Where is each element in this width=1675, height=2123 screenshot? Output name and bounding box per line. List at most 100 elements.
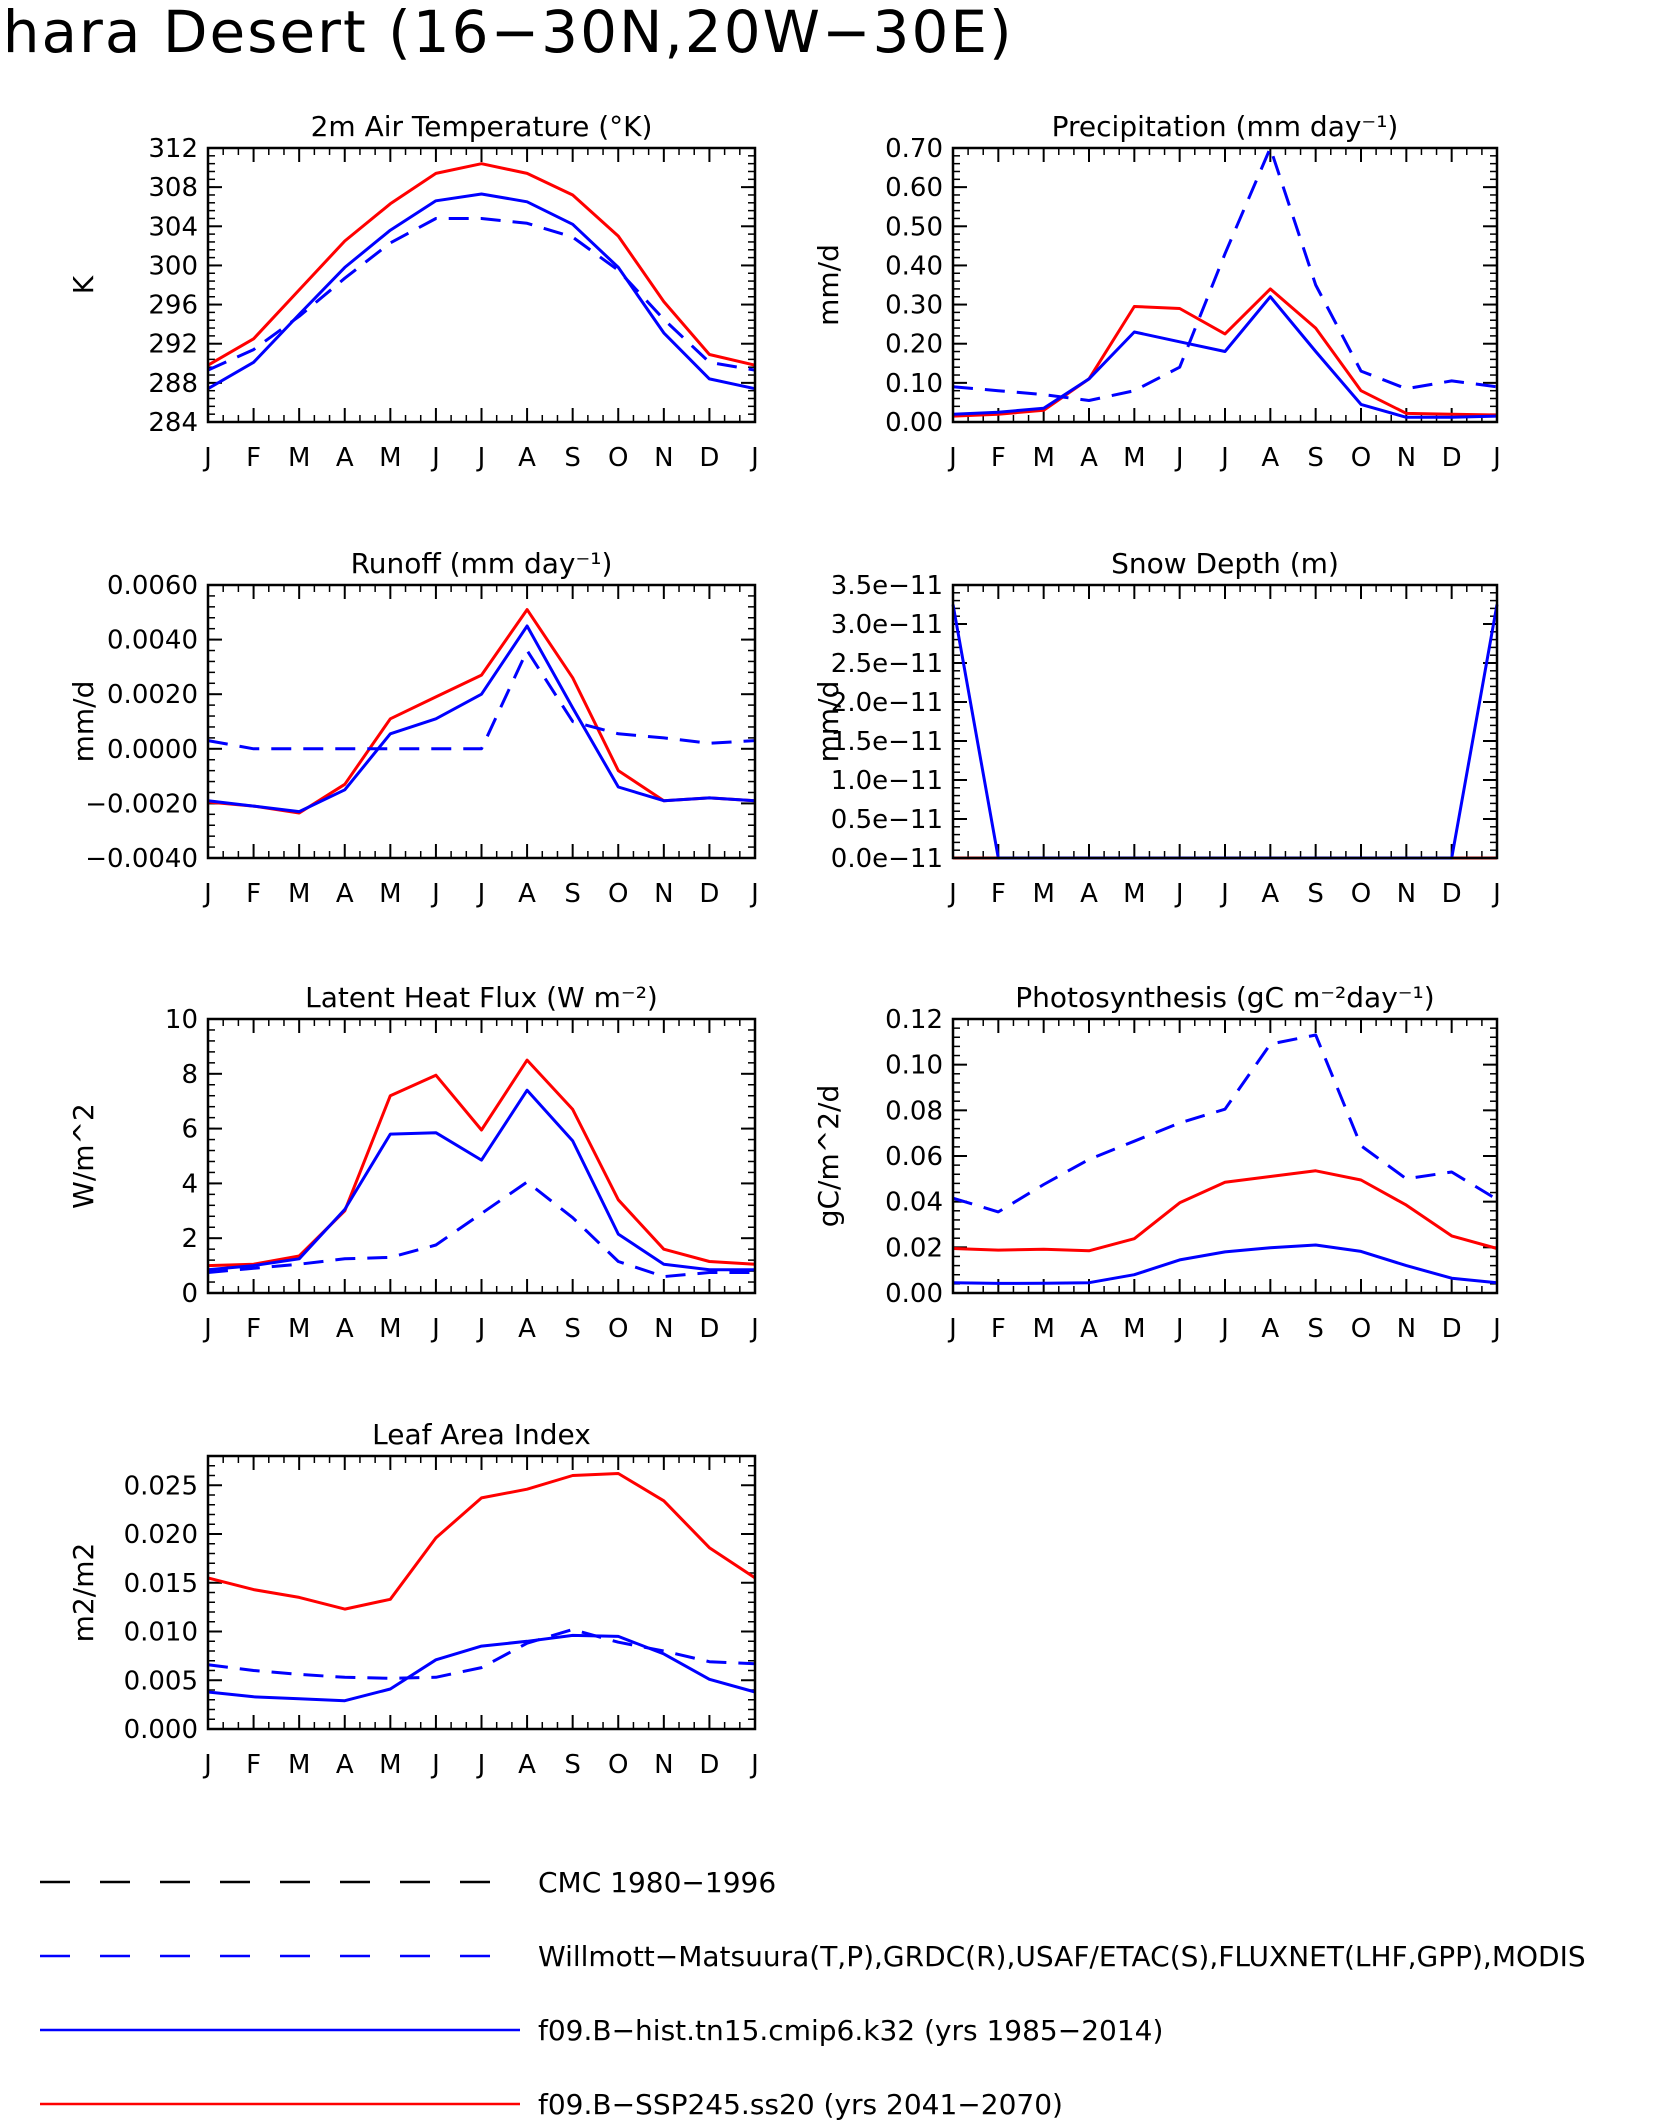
x-tick-label: S: [564, 1314, 581, 1344]
page-title: Sahara Desert (16−30N,20W−30E): [0, 0, 1014, 66]
y-tick-label: 0.0020: [107, 680, 198, 710]
x-tick-label: S: [1307, 1314, 1324, 1344]
x-tick-label: A: [518, 1314, 536, 1344]
y-tick-label: 288: [148, 369, 198, 399]
y-tick-label: 0.00: [885, 408, 943, 438]
panels: 2m Air Temperature (°K)K2842882922963003…: [67, 110, 1501, 1780]
legend-label-obs: Willmott−Matsuura(T,P),GRDC(R),USAF/ETAC…: [538, 1940, 1586, 1973]
x-tick-label: A: [336, 879, 354, 909]
x-tick-label: N: [654, 443, 673, 473]
series-line-hist: [207, 192, 756, 391]
y-tick-label: 0.010: [124, 1618, 198, 1648]
x-tick-label: S: [564, 1750, 581, 1780]
x-tick-label: F: [246, 879, 261, 909]
x-tick-label: J: [202, 443, 212, 473]
x-tick-label: D: [1442, 443, 1462, 473]
x-tick-label: J: [947, 443, 957, 473]
y-tick-label: 0.0000: [107, 735, 198, 765]
x-tick-label: M: [288, 1750, 310, 1780]
series-line-future: [207, 608, 756, 815]
y-axis-label: mm/d: [67, 681, 100, 763]
x-tick-label: M: [1123, 879, 1145, 909]
panel-title: Photosynthesis (gC m⁻²day⁻¹): [1015, 981, 1434, 1014]
x-tick-label: F: [246, 443, 261, 473]
x-tick-label: J: [202, 1314, 212, 1344]
y-tick-label: 0.60: [885, 173, 943, 203]
y-tick-label: 2: [181, 1224, 198, 1254]
x-tick-label: D: [699, 879, 719, 909]
x-tick-label: F: [991, 443, 1006, 473]
y-tick-label: 0.40: [885, 251, 943, 281]
x-tick-label: J: [1174, 443, 1184, 473]
x-tick-label: F: [991, 1314, 1006, 1344]
x-tick-label: A: [518, 443, 536, 473]
x-tick-label: N: [1397, 1314, 1416, 1344]
x-tick-label: J: [476, 443, 486, 473]
y-tick-label: 304: [148, 212, 198, 242]
x-tick-label: A: [1261, 443, 1279, 473]
x-tick-label: M: [1032, 879, 1054, 909]
x-tick-label: O: [1351, 879, 1371, 909]
y-tick-label: 8: [181, 1060, 198, 1090]
x-tick-label: M: [288, 879, 310, 909]
y-tick-label: 0.0040: [107, 626, 198, 656]
y-tick-label: 0.025: [124, 1471, 198, 1501]
x-tick-label: M: [288, 1314, 310, 1344]
plot-frame: [206, 146, 757, 424]
legend: CMC 1980−1996 Willmott−Matsuura(T,P),GRDC…: [40, 1866, 1586, 2121]
x-tick-label: J: [202, 1750, 212, 1780]
series-line-obs: [207, 1628, 756, 1680]
y-tick-label: 0.015: [124, 1569, 198, 1599]
x-tick-label: J: [1491, 1314, 1501, 1344]
y-tick-label: 0.10: [885, 369, 943, 399]
panel-title: Leaf Area Index: [372, 1418, 591, 1451]
y-tick-label: 0.20: [885, 330, 943, 360]
x-tick-label: M: [379, 1314, 401, 1344]
x-tick-label: D: [699, 443, 719, 473]
y-tick-label: 0: [181, 1279, 198, 1309]
y-tick-label: 0.005: [124, 1666, 198, 1696]
x-tick-label: J: [749, 1750, 759, 1780]
x-tick-label: O: [608, 443, 628, 473]
x-tick-label: J: [1219, 1314, 1229, 1344]
x-tick-label: O: [608, 1314, 628, 1344]
y-tick-label: 0.000: [124, 1715, 198, 1745]
plot-frame: [951, 1017, 1499, 1295]
x-tick-label: D: [699, 1314, 719, 1344]
x-tick-label: A: [1080, 1314, 1098, 1344]
y-axis-label: mm/d: [812, 681, 845, 763]
y-tick-label: 2.0e−11: [831, 688, 943, 718]
x-tick-label: A: [518, 1750, 536, 1780]
panel-title: Snow Depth (m): [1111, 547, 1339, 580]
y-tick-label: 3.0e−11: [831, 610, 943, 640]
y-tick-label: 0.12: [885, 1005, 943, 1035]
y-tick-label: 1.0e−11: [831, 766, 943, 796]
x-tick-label: J: [1219, 879, 1229, 909]
x-tick-label: N: [654, 879, 673, 909]
x-tick-label: N: [1397, 443, 1416, 473]
x-tick-label: D: [699, 1750, 719, 1780]
series-line-obs: [207, 217, 756, 372]
x-tick-label: A: [336, 1750, 354, 1780]
series-line-obs: [207, 1180, 755, 1279]
panel-snow-depth-m: Snow Depth (m) mm/d 0.0e−11 0.5e−11 1.0e−11 1…: [812, 547, 1501, 909]
series-line-hist: [207, 624, 756, 814]
y-axis-label: m2/m2: [67, 1543, 100, 1643]
y-tick-label: 296: [148, 291, 198, 321]
y-tick-label: −0.0040: [85, 844, 198, 874]
x-tick-label: O: [608, 879, 628, 909]
x-tick-label: O: [1351, 1314, 1371, 1344]
plot-frame: [206, 583, 757, 860]
x-tick-label: S: [564, 443, 581, 473]
y-tick-label: 0.30: [885, 291, 943, 321]
x-tick-label: F: [246, 1314, 261, 1344]
series-line-hist: [207, 1633, 756, 1703]
x-tick-label: M: [379, 443, 401, 473]
series-line-future: [207, 1058, 756, 1268]
series-line-obs: [952, 1033, 1498, 1214]
x-tick-label: J: [1491, 443, 1501, 473]
x-tick-label: D: [1442, 879, 1462, 909]
plot-frame: [951, 583, 1499, 860]
legend-label-hist: f09.B−hist.tn15.cmip6.k32 (yrs 1985−2014…: [538, 2014, 1163, 2047]
y-tick-label: 0.020: [124, 1520, 198, 1550]
